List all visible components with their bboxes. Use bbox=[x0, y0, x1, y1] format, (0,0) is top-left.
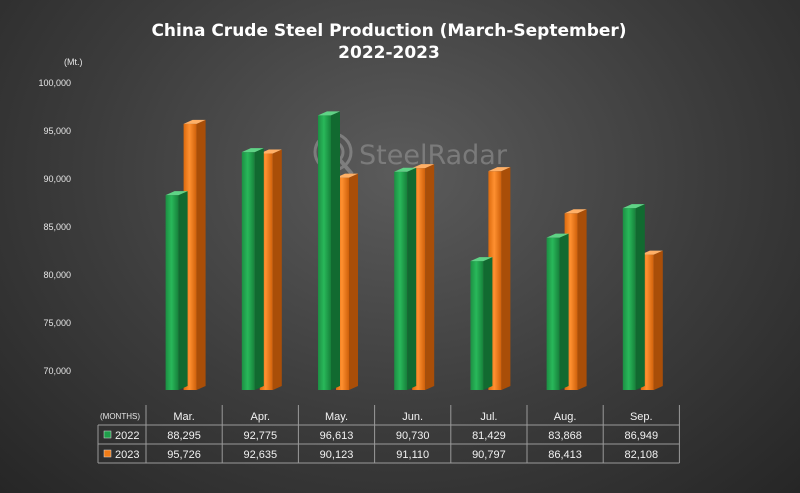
data-label: 91,110 bbox=[396, 449, 429, 461]
chart-subtitle: 2022-2023 bbox=[338, 43, 440, 63]
legend-label-2022: 2022 bbox=[115, 430, 139, 442]
x-tick-label: Apr. bbox=[251, 411, 271, 423]
y-tick-label: 100,000 bbox=[38, 78, 71, 88]
data-label: 90,123 bbox=[320, 449, 354, 461]
y-tick-label: 75,000 bbox=[43, 318, 71, 328]
data-label: 90,797 bbox=[472, 449, 506, 461]
data-label: 92,775 bbox=[243, 430, 277, 442]
x-tick-label: Jul. bbox=[480, 411, 497, 423]
chart-title: China Crude Steel Production (March-Sept… bbox=[151, 21, 626, 41]
y-tick-label: 85,000 bbox=[43, 222, 71, 232]
x-tick-label: Mar. bbox=[173, 411, 194, 423]
data-label: 95,726 bbox=[167, 449, 201, 461]
bar-2022-sep bbox=[622, 204, 645, 390]
bar-2022-jun bbox=[394, 167, 417, 390]
x-tick-label: Jun. bbox=[402, 411, 423, 423]
legend-swatch-2023 bbox=[103, 449, 112, 458]
data-label: 86,949 bbox=[624, 430, 658, 442]
bar-2022-aug bbox=[546, 233, 569, 390]
data-label: 82,108 bbox=[624, 449, 658, 461]
y-tick-label: 70,000 bbox=[43, 366, 71, 376]
table-lines bbox=[97, 405, 680, 464]
data-label: 92,635 bbox=[243, 449, 277, 461]
bar-2022-mar bbox=[165, 191, 188, 390]
bar-2022-jul bbox=[470, 257, 493, 390]
x-tick-label: May. bbox=[325, 411, 348, 423]
y-axis-ticks: 70,000 75,000 80,000 85,000 90,000 95,000 100,… bbox=[38, 78, 71, 376]
bar-2022-apr bbox=[241, 148, 264, 390]
y-tick-label: 80,000 bbox=[43, 270, 71, 280]
data-label: 88,295 bbox=[167, 430, 201, 442]
x-tick-label: Aug. bbox=[554, 411, 577, 423]
legend-label-2023: 2023 bbox=[115, 449, 139, 461]
x-axis-label: (MONTHS) bbox=[100, 412, 140, 421]
data-table: (MONTHS) Mar. Apr. May. Jun. Jul. Aug. Sep. 202… bbox=[97, 405, 680, 464]
data-label: 81,429 bbox=[472, 430, 506, 442]
y-tick-label: 90,000 bbox=[43, 174, 71, 184]
bar-2022-may bbox=[318, 111, 340, 391]
data-label: 96,613 bbox=[320, 430, 354, 442]
y-tick-label: 95,000 bbox=[43, 126, 71, 136]
bars-group bbox=[165, 111, 663, 391]
x-tick-label: Sep. bbox=[630, 411, 653, 423]
data-label: 86,413 bbox=[548, 449, 582, 461]
data-label: 90,730 bbox=[396, 430, 430, 442]
legend-swatch-2022 bbox=[103, 430, 112, 439]
data-label: 83,868 bbox=[548, 430, 582, 442]
y-axis-unit: (Mt.) bbox=[64, 57, 83, 67]
table-cells: Mar. Apr. May. Jun. Jul. Aug. Sep. 2022 88,295 92… bbox=[103, 411, 658, 461]
